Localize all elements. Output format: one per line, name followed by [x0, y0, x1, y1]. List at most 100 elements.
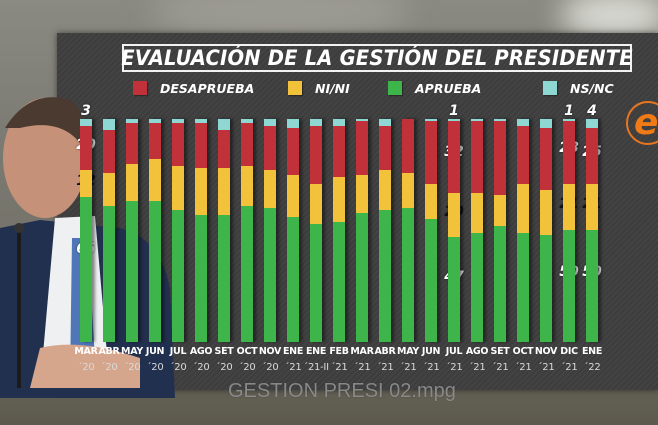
segment-aprueba: [517, 232, 529, 342]
month-label: AGO: [465, 346, 489, 357]
year-label: ´20: [146, 362, 164, 373]
bar-ago-20: [195, 119, 207, 342]
year-label: ´21: [445, 362, 463, 373]
segment-aprueba: [494, 226, 506, 342]
segment-aprueba: [379, 210, 391, 342]
x-axis-label: ENE ´21: [280, 346, 306, 374]
segment-aprueba: [402, 208, 414, 342]
segment-ni-ni: [126, 163, 138, 202]
legend-swatch-icon: [288, 81, 302, 95]
bar-ene-22: [586, 119, 598, 342]
bar-ene-21: [287, 119, 299, 342]
segment-desaprueba: [80, 125, 92, 171]
segment-desaprueba: [586, 127, 598, 184]
year-label: ´20: [215, 362, 233, 373]
x-axis-label: AGO ´21: [464, 346, 490, 374]
segment-ns-nc: [563, 119, 575, 122]
segment-ni-ni: [264, 170, 276, 209]
segment-ns-nc: [540, 119, 552, 128]
x-axis-label: OCT ´21: [510, 346, 536, 374]
segment-ns-nc: [264, 119, 276, 126]
video-filename-watermark: GESTION PRESI 02.mpg: [228, 380, 456, 402]
chart-title-box: EVALUACIÓN DE LA GESTIÓN DEL PRESIDENTE: [121, 44, 633, 72]
segment-desaprueba: [241, 123, 253, 166]
year-label: ´21: [468, 362, 486, 373]
x-axis-label: SET ´20: [211, 346, 237, 374]
bar-abr-21: [379, 119, 391, 342]
bar-set-21: [494, 119, 506, 342]
segment-ns-nc: [356, 119, 368, 122]
bar-feb-21: [333, 119, 345, 342]
x-axis-label: NOV ´21: [533, 346, 559, 374]
x-axis-label: NOV ´20: [257, 346, 283, 374]
year-label: ´20: [238, 362, 256, 373]
month-label: AGO: [189, 346, 213, 357]
segment-aprueba: [287, 217, 299, 342]
month-label: SET: [214, 346, 234, 357]
segment-ns-nc: [494, 119, 506, 122]
x-axis-label: FEB ´21: [326, 346, 352, 374]
segment-ns-nc: [149, 119, 161, 124]
month-label: OCT: [512, 346, 534, 357]
segment-ni-ni: [241, 165, 253, 206]
legend-swatch-icon: [543, 81, 557, 95]
segment-ns-nc: [471, 119, 483, 122]
segment-desaprueba: [103, 130, 115, 173]
segment-desaprueba: [195, 123, 207, 169]
month-label: NOV: [534, 346, 558, 357]
segment-aprueba: [264, 208, 276, 342]
legend-label: DESAPRUEBA: [160, 80, 255, 96]
year-label: ´20: [123, 362, 141, 373]
x-axis-label: MAR ´21: [349, 346, 375, 374]
segment-desaprueba: [540, 127, 552, 191]
legend-item-aprueba: APRUEBA: [388, 80, 481, 96]
year-label: ´21: [353, 362, 371, 373]
segment-ni-ni: [356, 174, 368, 213]
year-label: ´20: [261, 362, 279, 373]
segment-aprueba: [103, 205, 115, 342]
month-label: OCT: [236, 346, 258, 357]
segment-aprueba: [356, 212, 368, 342]
year-label: ´21: [537, 362, 555, 373]
segment-aprueba: [425, 219, 437, 342]
year-label: ´22: [583, 362, 601, 373]
segment-ni-ni: [517, 183, 529, 233]
segment-aprueba: [241, 205, 253, 342]
x-axis-label: MAR ´20: [73, 346, 99, 374]
x-axis-label: MAY ´20: [119, 346, 145, 374]
x-axis-label: ABR ´21: [372, 346, 398, 374]
year-label: ´21: [491, 362, 509, 373]
legend-label: NI/NI: [315, 80, 350, 96]
segment-desaprueba: [402, 119, 414, 173]
month-label: SET: [490, 346, 510, 357]
segment-desaprueba: [218, 130, 230, 169]
year-label: ´20: [192, 362, 210, 373]
x-axis-label: JUL ´20: [165, 346, 191, 374]
bar-nov-21: [540, 119, 552, 342]
segment-ni-ni: [195, 168, 207, 215]
segment-desaprueba: [517, 125, 529, 184]
bar-oct-20: [241, 119, 253, 342]
year-label: ´21: [560, 362, 578, 373]
segment-ns-nc: [103, 119, 115, 131]
x-axis-label: JUL ´21: [441, 346, 467, 374]
data-label: 1: [449, 103, 459, 119]
legend-swatch-icon: [133, 81, 147, 95]
month-label: ABR: [374, 346, 396, 357]
segment-aprueba: [80, 197, 92, 342]
bar-ene-21-ii: [310, 119, 322, 342]
segment-ns-nc: [218, 119, 230, 131]
channel-logo-icon: e: [626, 101, 658, 145]
year-label: ´21: [399, 362, 417, 373]
segment-desaprueba: [448, 121, 460, 193]
segment-desaprueba: [333, 125, 345, 177]
bar-abr-20: [103, 119, 115, 342]
bar-mar-20: [80, 119, 92, 342]
year-label: ´21: [330, 362, 348, 373]
segment-aprueba: [563, 230, 575, 342]
segment-desaprueba: [425, 121, 437, 184]
legend-swatch-icon: [388, 81, 402, 95]
segment-ni-ni: [172, 165, 184, 211]
segment-ni-ni: [425, 183, 437, 220]
segment-desaprueba: [471, 121, 483, 193]
